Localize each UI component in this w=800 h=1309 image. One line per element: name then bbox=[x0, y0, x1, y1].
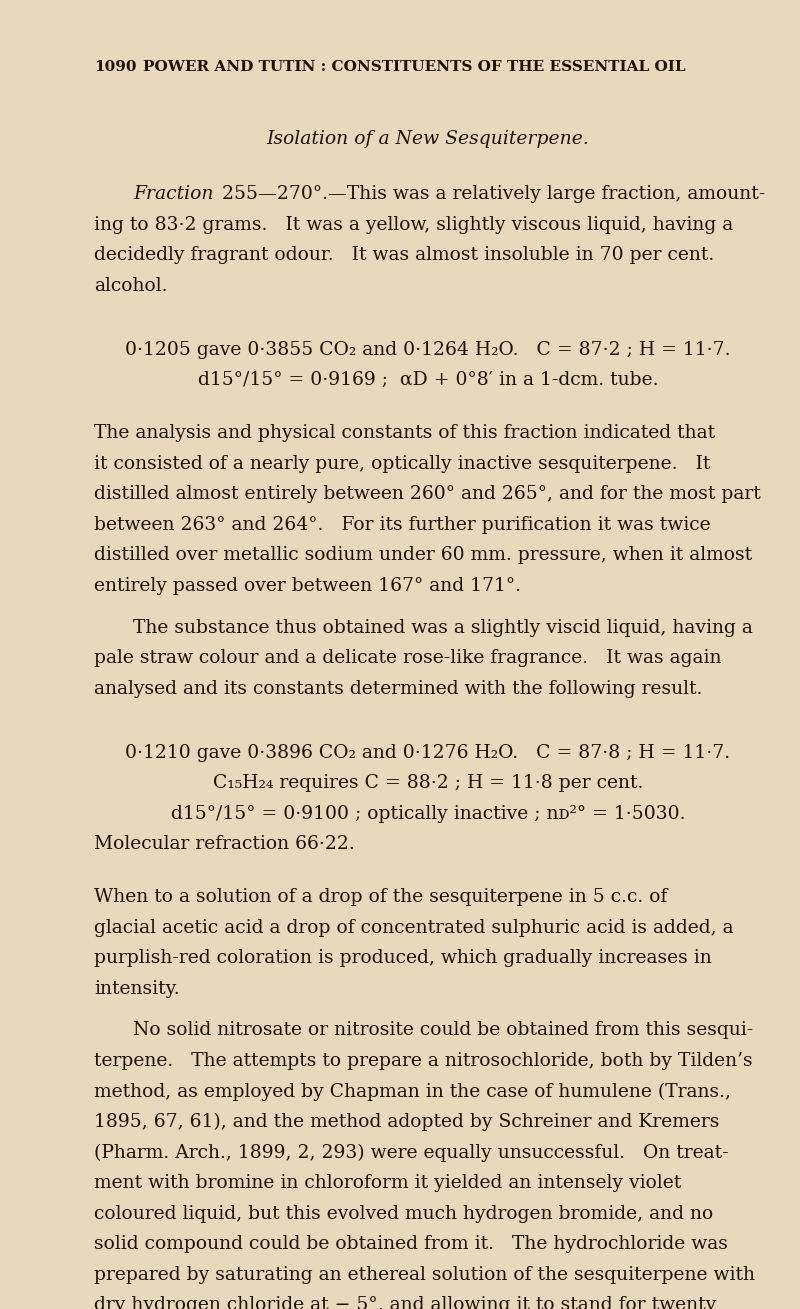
Text: method, as employed by Chapman in the case of humulene (Trans.,: method, as employed by Chapman in the ca… bbox=[94, 1083, 731, 1101]
Text: Molecular refraction 66·22.: Molecular refraction 66·22. bbox=[94, 835, 355, 853]
Text: ment with bromine in chloroform it yielded an intensely violet: ment with bromine in chloroform it yield… bbox=[94, 1174, 682, 1192]
Text: 255—270°.—This was a relatively large fraction, amount-: 255—270°.—This was a relatively large fr… bbox=[216, 185, 765, 203]
Text: analysed and its constants determined with the following result.: analysed and its constants determined wi… bbox=[94, 679, 702, 698]
Text: purplish-red coloration is produced, which gradually increases in: purplish-red coloration is produced, whi… bbox=[94, 949, 712, 967]
Text: solid compound could be obtained from it.   The hydrochloride was: solid compound could be obtained from it… bbox=[94, 1236, 728, 1253]
Text: decidedly fragrant odour.   It was almost insoluble in 70 per cent.: decidedly fragrant odour. It was almost … bbox=[94, 246, 714, 264]
Text: intensity.: intensity. bbox=[94, 979, 180, 997]
Text: pale straw colour and a delicate rose-like fragrance.   It was again: pale straw colour and a delicate rose-li… bbox=[94, 649, 722, 668]
Text: d15°/15° = 0·9169 ;  αD + 0°8′ in a 1-dcm. tube.: d15°/15° = 0·9169 ; αD + 0°8′ in a 1-dcm… bbox=[198, 372, 658, 389]
Text: d15°/15° = 0·9100 ; optically inactive ; nᴅ²° = 1·5030.: d15°/15° = 0·9100 ; optically inactive ;… bbox=[170, 805, 686, 822]
Text: glacial acetic acid a drop of concentrated sulphuric acid is added, a: glacial acetic acid a drop of concentrat… bbox=[94, 919, 734, 936]
Text: between 263° and 264°.   For its further purification it was twice: between 263° and 264°. For its further p… bbox=[94, 516, 711, 534]
Text: entirely passed over between 167° and 171°.: entirely passed over between 167° and 17… bbox=[94, 577, 522, 594]
Text: dry hydrogen chloride at − 5°, and allowing it to stand for twenty: dry hydrogen chloride at − 5°, and allow… bbox=[94, 1296, 717, 1309]
Text: alcohol.: alcohol. bbox=[94, 278, 168, 295]
Text: 0·1205 gave 0·3855 CO₂ and 0·1264 H₂O.   C = 87·2 ; H = 11·7.: 0·1205 gave 0·3855 CO₂ and 0·1264 H₂O. C… bbox=[126, 340, 730, 359]
Text: distilled almost entirely between 260° and 265°, and for the most part: distilled almost entirely between 260° a… bbox=[94, 486, 761, 503]
Text: Isolation of a New Sesquiterpene.: Isolation of a New Sesquiterpene. bbox=[266, 130, 590, 148]
Text: Fraction: Fraction bbox=[134, 185, 214, 203]
Text: terpene.   The attempts to prepare a nitrosochloride, both by Tilden’s: terpene. The attempts to prepare a nitro… bbox=[94, 1052, 753, 1069]
Text: When to a solution of a drop of the sesquiterpene in 5 c.c. of: When to a solution of a drop of the sesq… bbox=[94, 888, 668, 906]
Text: (Pharm. Arch., 1899, 2, 293) were equally unsuccessful.   On treat-: (Pharm. Arch., 1899, 2, 293) were equall… bbox=[94, 1144, 729, 1162]
Text: The analysis and physical constants of this fraction indicated that: The analysis and physical constants of t… bbox=[94, 424, 715, 442]
Text: POWER AND TUTIN : CONSTITUENTS OF THE ESSENTIAL OIL: POWER AND TUTIN : CONSTITUENTS OF THE ES… bbox=[143, 60, 686, 75]
Text: ing to 83·2 grams.   It was a yellow, slightly viscous liquid, having a: ing to 83·2 grams. It was a yellow, slig… bbox=[94, 216, 734, 234]
Text: 1895, 67, 61), and the method adopted by Schreiner and Kremers: 1895, 67, 61), and the method adopted by… bbox=[94, 1113, 720, 1131]
Text: C₁₅H₂₄ requires C = 88·2 ; H = 11·8 per cent.: C₁₅H₂₄ requires C = 88·2 ; H = 11·8 per … bbox=[213, 774, 643, 792]
Text: distilled over metallic sodium under 60 mm. pressure, when it almost: distilled over metallic sodium under 60 … bbox=[94, 546, 753, 564]
Text: it consisted of a nearly pure, optically inactive sesquiterpene.   It: it consisted of a nearly pure, optically… bbox=[94, 454, 710, 473]
Text: 1090: 1090 bbox=[94, 60, 137, 75]
Text: prepared by saturating an ethereal solution of the sesquiterpene with: prepared by saturating an ethereal solut… bbox=[94, 1266, 755, 1284]
Text: No solid nitrosate or nitrosite could be obtained from this sesqui-: No solid nitrosate or nitrosite could be… bbox=[134, 1021, 754, 1039]
Text: 0·1210 gave 0·3896 CO₂ and 0·1276 H₂O.   C = 87·8 ; H = 11·7.: 0·1210 gave 0·3896 CO₂ and 0·1276 H₂O. C… bbox=[126, 744, 730, 762]
Text: The substance thus obtained was a slightly viscid liquid, having a: The substance thus obtained was a slight… bbox=[134, 619, 753, 636]
Text: coloured liquid, but this evolved much hydrogen bromide, and no: coloured liquid, but this evolved much h… bbox=[94, 1204, 714, 1223]
